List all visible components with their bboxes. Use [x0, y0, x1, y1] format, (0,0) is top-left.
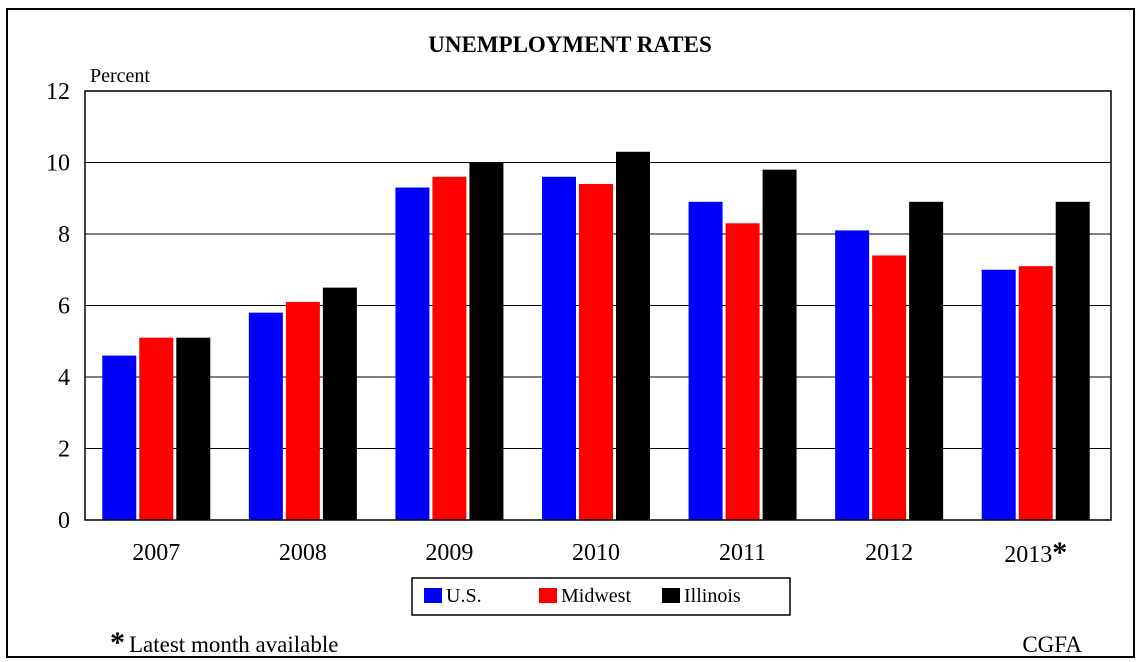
- y-tick-label: 0: [58, 508, 70, 534]
- bar-illinois-2013: [1055, 201, 1090, 520]
- bar-us-2007: [102, 355, 137, 520]
- y-tick-label: 2: [58, 437, 70, 463]
- legend-label-us: U.S.: [446, 585, 482, 607]
- chart-frame: [6, 8, 1135, 658]
- bar-illinois-2008: [322, 287, 357, 520]
- bar-us-2012: [835, 230, 870, 521]
- y-tick-label: 12: [46, 79, 70, 105]
- bar-midwest-2013: [1018, 266, 1053, 520]
- y-tick-labels: 0 2 4 6 8 10 12: [46, 79, 70, 534]
- y-tick-label: 4: [58, 365, 70, 391]
- legend-swatch-us: [424, 588, 442, 603]
- bar-illinois-2011: [762, 169, 797, 520]
- y-tick-label: 10: [46, 151, 70, 177]
- x-tick-label: 2011: [719, 540, 766, 566]
- x-tick-label: 2008: [279, 540, 327, 566]
- x-tick-label: 2009: [425, 540, 473, 566]
- bar-midwest-2009: [432, 176, 467, 521]
- bar-midwest-2010: [579, 183, 613, 520]
- bar-us-2011: [688, 201, 723, 520]
- legend-label-illinois: Illinois: [684, 585, 741, 607]
- bar-midwest-2011: [725, 223, 760, 520]
- footnote: * Latest month available: [110, 626, 338, 659]
- legend-box: [411, 577, 791, 616]
- bar-us-2009: [395, 187, 430, 520]
- bar-illinois-2007: [176, 337, 211, 520]
- x-tick-label: 2010: [572, 540, 620, 566]
- bar-midwest-2008: [285, 301, 320, 520]
- bars: [102, 151, 1090, 521]
- legend-swatch-illinois: [662, 588, 680, 603]
- x-tick-asterisk: *: [1052, 536, 1067, 569]
- bar-illinois-2010: [616, 151, 650, 520]
- bar-us-2008: [248, 312, 283, 520]
- footnote-asterisk: *: [110, 626, 125, 659]
- x-tick-labels: 2007 2008 2009 2010 2011 2012 2013*: [132, 536, 1067, 569]
- y-tick-label: 6: [58, 294, 70, 320]
- y-axis-unit-label: Percent: [90, 65, 150, 87]
- legend: U.S. Midwest Illinois: [411, 577, 791, 616]
- bar-us-2010: [542, 176, 576, 521]
- bar-midwest-2007: [139, 337, 174, 520]
- legend-label-midwest: Midwest: [561, 585, 631, 607]
- x-tick-label: 2013*: [1004, 536, 1067, 569]
- source-label: CGFA: [1022, 632, 1082, 657]
- footnote-text: Latest month available: [129, 632, 338, 657]
- y-tick-label: 8: [58, 222, 70, 248]
- x-tick-label: 2007: [132, 540, 180, 566]
- plot-area-border: [84, 90, 1112, 521]
- legend-swatch-midwest: [539, 588, 557, 603]
- bar-midwest-2012: [872, 255, 907, 520]
- x-tick-label: 2012: [865, 540, 913, 566]
- chart-title: UNEMPLOYMENT RATES: [428, 32, 711, 57]
- bar-illinois-2012: [909, 201, 944, 520]
- bar-us-2013: [981, 269, 1016, 520]
- bar-illinois-2009: [469, 162, 504, 520]
